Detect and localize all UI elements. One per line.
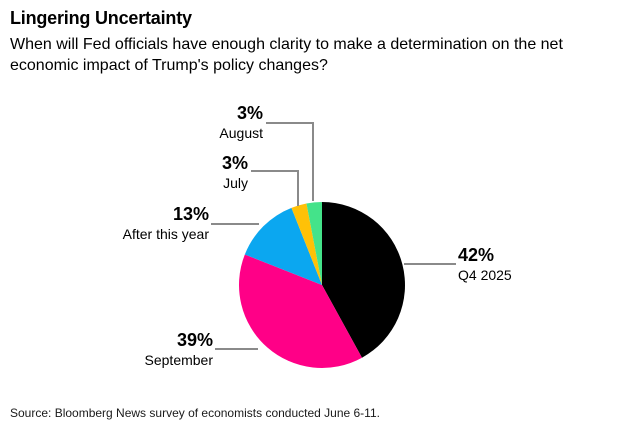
slice-label-q4-2025: 42% Q4 2025 — [458, 245, 512, 283]
slice-percent: 3% — [236, 103, 263, 123]
slice-name: July — [223, 175, 248, 191]
pie-slice-august — [306, 202, 322, 285]
pie-slice-july — [291, 203, 322, 285]
pie-slices — [239, 202, 405, 368]
pie-slice-q4-2025 — [322, 202, 405, 358]
source-note: Source: Bloomberg News survey of economi… — [10, 406, 380, 420]
callout-lines — [211, 122, 456, 350]
slice-label-july: 3% July — [222, 153, 248, 191]
chart-subtitle: When will Fed officials have enough clar… — [10, 36, 563, 74]
slice-percent: 39% — [176, 330, 213, 350]
slice-label-after-this-year: 13% After this year — [123, 204, 209, 242]
chart-title: Lingering Uncertainty — [10, 8, 192, 28]
slice-percent: 42% — [458, 245, 495, 265]
slice-name: After this year — [122, 226, 209, 242]
pie-slice-after-this-year — [244, 207, 322, 285]
slice-name: September — [144, 352, 213, 368]
pie-slice-september — [239, 254, 362, 368]
slice-name: Q4 2025 — [458, 267, 512, 283]
slice-name: August — [219, 125, 263, 141]
slice-label-september: 39% September — [145, 330, 213, 368]
slice-percent: 3% — [221, 153, 248, 173]
slice-percent: 13% — [172, 204, 209, 224]
slice-label-august: 3% August — [219, 103, 263, 141]
callout-line-august — [266, 122, 314, 201]
callout-line-july — [251, 170, 299, 206]
